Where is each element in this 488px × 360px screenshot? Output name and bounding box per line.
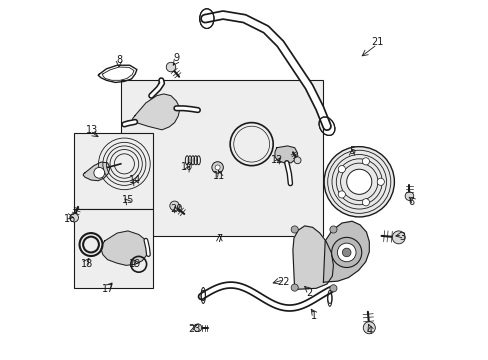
- Circle shape: [337, 243, 355, 262]
- Text: 23: 23: [188, 324, 200, 334]
- Polygon shape: [323, 221, 368, 282]
- Polygon shape: [132, 94, 180, 130]
- Polygon shape: [274, 146, 297, 163]
- Circle shape: [166, 62, 175, 72]
- Circle shape: [338, 191, 345, 198]
- Circle shape: [169, 201, 179, 211]
- Text: 12: 12: [270, 155, 283, 165]
- Circle shape: [362, 199, 369, 206]
- Text: 16: 16: [64, 215, 77, 224]
- Text: 4: 4: [366, 325, 372, 336]
- Circle shape: [363, 322, 375, 334]
- Text: 7: 7: [216, 234, 222, 244]
- Circle shape: [70, 213, 78, 222]
- Text: 10: 10: [181, 162, 193, 172]
- Circle shape: [338, 166, 345, 173]
- Text: 22: 22: [277, 277, 289, 287]
- Text: 1: 1: [311, 311, 317, 321]
- Text: 9: 9: [173, 53, 179, 63]
- Circle shape: [94, 167, 104, 178]
- Text: 6: 6: [407, 197, 413, 207]
- Bar: [121, 80, 323, 235]
- Bar: [74, 209, 153, 288]
- Polygon shape: [101, 231, 148, 265]
- Circle shape: [324, 147, 394, 217]
- Circle shape: [331, 237, 361, 267]
- Circle shape: [391, 231, 405, 244]
- Polygon shape: [83, 162, 110, 181]
- Circle shape: [290, 226, 298, 233]
- Bar: [74, 134, 153, 209]
- Circle shape: [362, 158, 369, 165]
- Text: 21: 21: [370, 37, 383, 47]
- Text: 2: 2: [305, 288, 311, 298]
- Text: 20: 20: [170, 204, 182, 214]
- Circle shape: [346, 169, 371, 194]
- Circle shape: [194, 324, 202, 332]
- Circle shape: [376, 178, 384, 185]
- Circle shape: [293, 157, 301, 164]
- Text: 5: 5: [348, 146, 354, 156]
- Text: 3: 3: [398, 232, 405, 242]
- Circle shape: [329, 226, 336, 233]
- Circle shape: [329, 285, 336, 292]
- Circle shape: [215, 165, 220, 170]
- Text: 19: 19: [129, 259, 141, 269]
- Text: 14: 14: [129, 175, 141, 185]
- Text: 11: 11: [213, 171, 225, 181]
- Circle shape: [290, 284, 298, 291]
- Circle shape: [405, 192, 413, 201]
- Circle shape: [211, 162, 223, 173]
- Text: 13: 13: [86, 125, 98, 135]
- Text: 15: 15: [122, 195, 134, 205]
- Text: 18: 18: [81, 259, 93, 269]
- Circle shape: [342, 248, 350, 257]
- Text: 17: 17: [102, 284, 114, 294]
- Text: 8: 8: [116, 55, 122, 65]
- Polygon shape: [292, 226, 333, 289]
